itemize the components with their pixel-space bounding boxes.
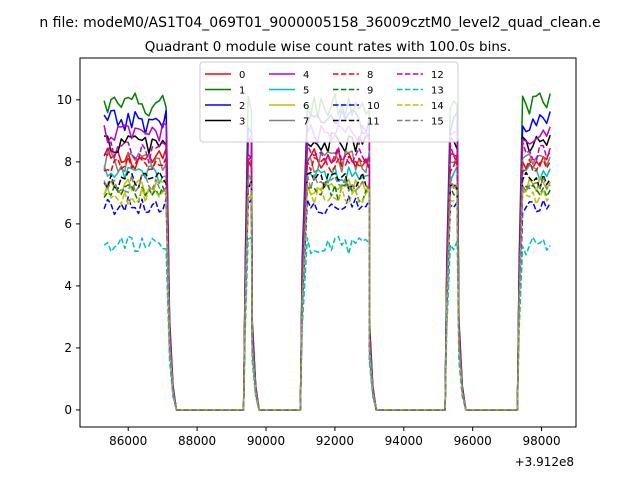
legend-label-6: 6 xyxy=(303,101,309,112)
legend-label-14: 14 xyxy=(431,101,444,112)
y-tick-label: 0 xyxy=(64,403,72,417)
x-tick-label: 94000 xyxy=(385,434,423,448)
plot-frame xyxy=(79,57,577,428)
x-tick-label: 96000 xyxy=(454,434,492,448)
x-tick-label: 90000 xyxy=(247,434,285,448)
y-tick-label: 6 xyxy=(64,217,72,231)
x-tick-label: 86000 xyxy=(109,434,147,448)
legend-label-9: 9 xyxy=(367,86,373,97)
x-tick-label: 92000 xyxy=(316,434,354,448)
y-tick-label: 8 xyxy=(64,155,72,169)
legend-label-5: 5 xyxy=(303,86,309,97)
legend-frame xyxy=(199,61,459,143)
legend-label-13: 13 xyxy=(431,86,444,97)
legend-label-2: 2 xyxy=(239,101,245,112)
x-axis-offset-label: +3.912e8 xyxy=(515,455,574,469)
legend-label-1: 1 xyxy=(239,86,245,97)
legend-label-10: 10 xyxy=(367,101,380,112)
y-tick-label: 4 xyxy=(64,279,72,293)
legend-label-0: 0 xyxy=(239,70,245,81)
series-line-13 xyxy=(103,235,551,411)
legend-label-11: 11 xyxy=(367,117,380,128)
x-tick-label: 88000 xyxy=(178,434,216,448)
figure-suptitle: n file: modeM0/AS1T04_069T01_9000005158_… xyxy=(39,15,600,31)
legend-label-3: 3 xyxy=(239,117,245,128)
y-axis: 0 2 4 6 8 10 xyxy=(57,93,80,417)
series-line-15 xyxy=(103,173,551,411)
y-tick-label: 2 xyxy=(64,341,72,355)
x-tick-label: 98000 xyxy=(522,434,560,448)
y-tick-label: 10 xyxy=(57,93,72,107)
legend-label-4: 4 xyxy=(303,70,309,81)
chart-title: Quadrant 0 module wise count rates with … xyxy=(145,39,511,55)
legend-label-15: 15 xyxy=(431,117,444,128)
legend-label-8: 8 xyxy=(367,70,373,81)
x-axis: 86000 88000 90000 92000 94000 96000 98000 xyxy=(109,427,561,448)
legend-label-12: 12 xyxy=(431,70,444,81)
legend-label-7: 7 xyxy=(303,117,309,128)
